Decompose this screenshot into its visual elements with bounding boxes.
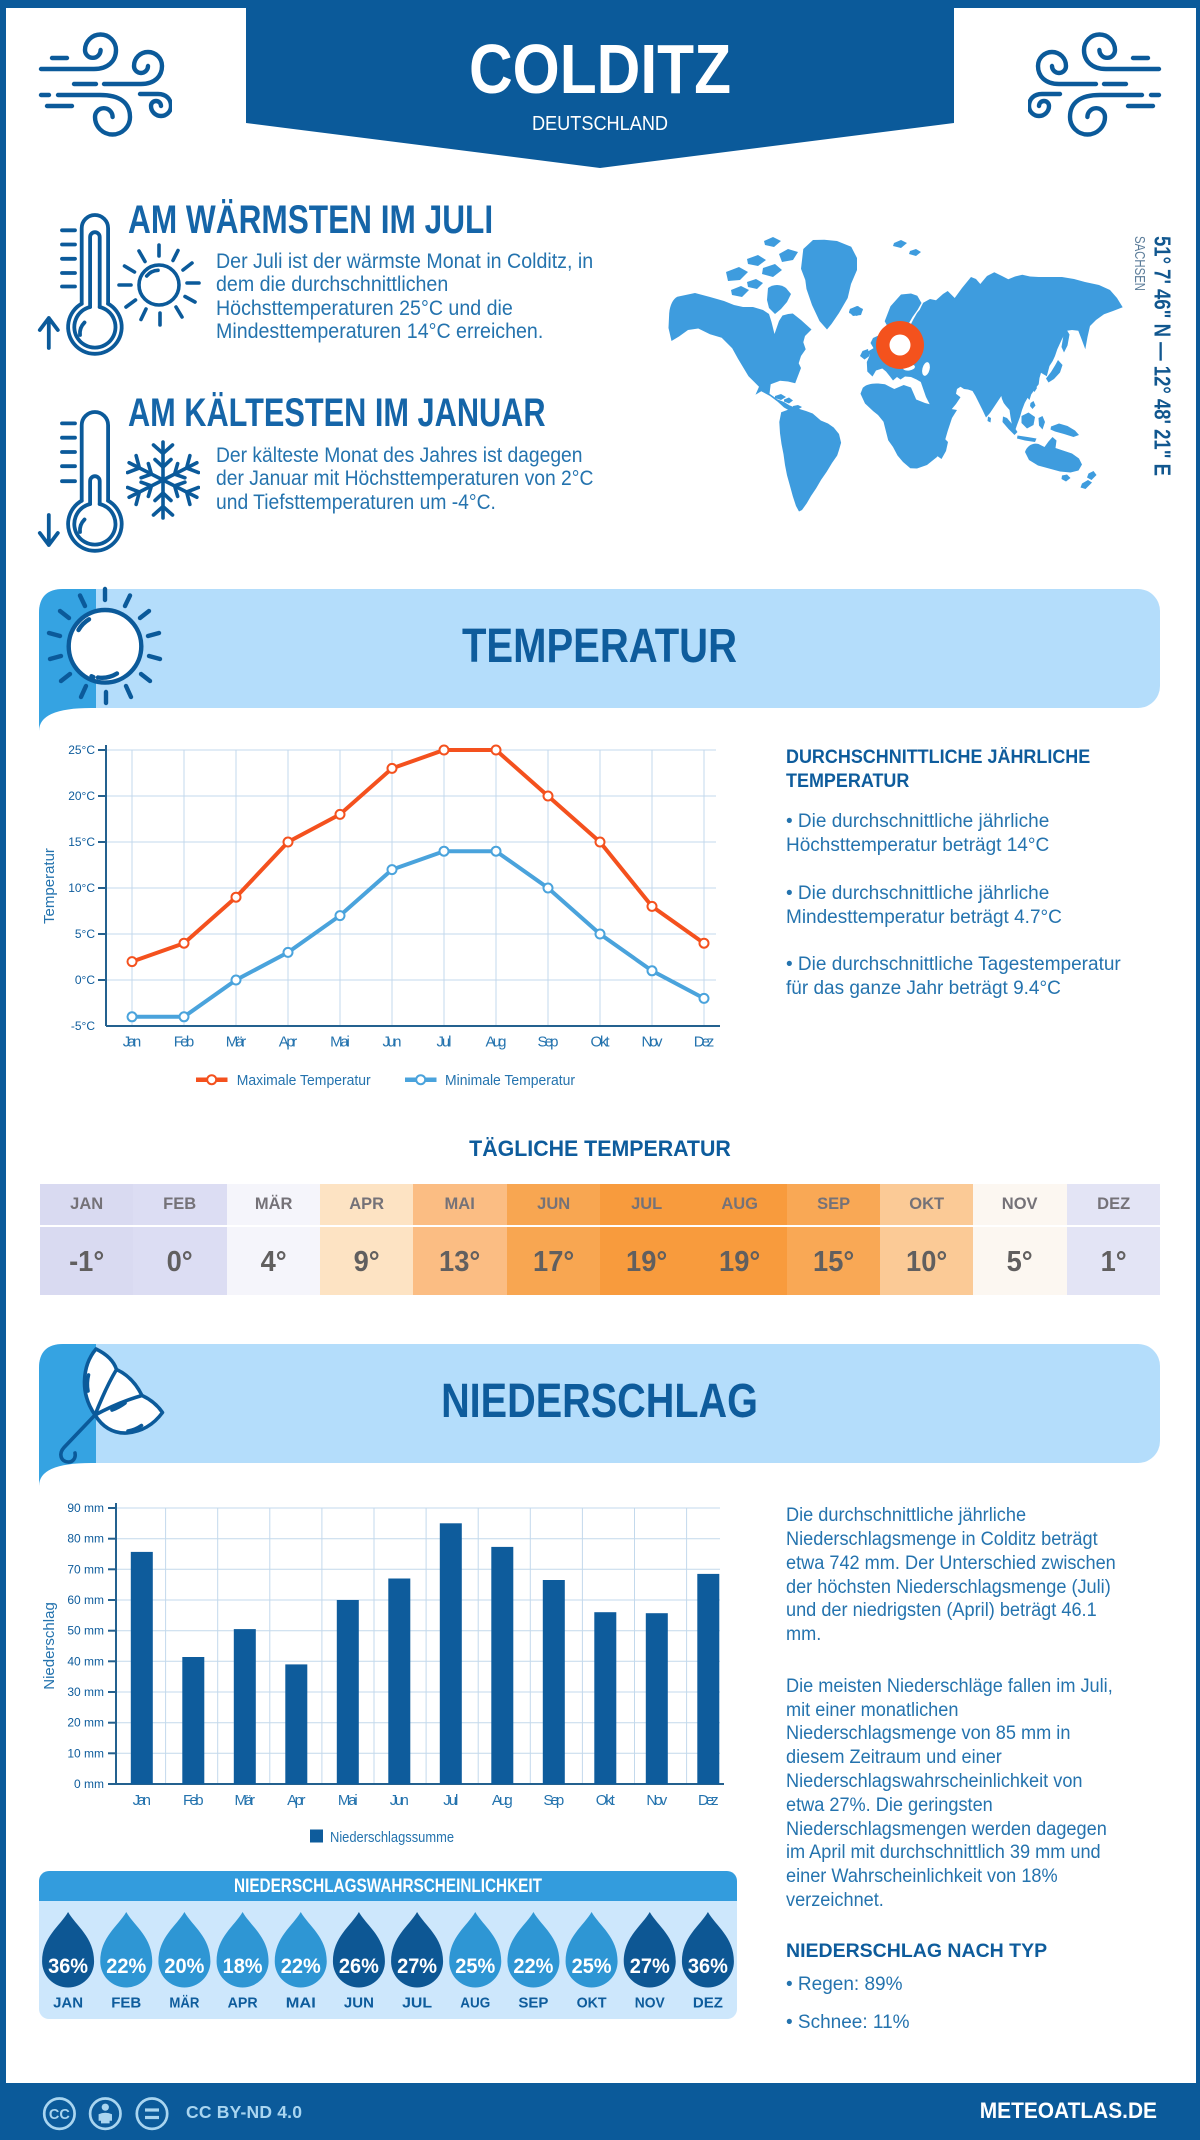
svg-text:Dez: Dez bbox=[698, 1792, 719, 1809]
svg-text:Dez: Dez bbox=[694, 1034, 715, 1051]
svg-text:Nov: Nov bbox=[646, 1792, 667, 1809]
svg-text:Apr: Apr bbox=[279, 1034, 297, 1051]
svg-text:Apr: Apr bbox=[287, 1792, 305, 1809]
svg-text:5°C: 5°C bbox=[75, 927, 95, 941]
svg-text:Nov: Nov bbox=[642, 1034, 663, 1051]
svg-text:Feb: Feb bbox=[183, 1792, 204, 1809]
svg-text:Mai: Mai bbox=[338, 1792, 358, 1809]
svg-text:JUL: JUL bbox=[402, 1995, 432, 2012]
svg-text:Temperatur: Temperatur bbox=[41, 848, 58, 924]
svg-text:70 mm: 70 mm bbox=[67, 1562, 104, 1576]
svg-text:DEZ: DEZ bbox=[693, 1995, 723, 2012]
svg-text:Mär: Mär bbox=[235, 1792, 256, 1809]
svg-text:Jan: Jan bbox=[123, 1034, 141, 1051]
svg-text:Aug: Aug bbox=[486, 1034, 507, 1051]
svg-text:OKT: OKT bbox=[577, 1995, 607, 2012]
svg-text:Sep: Sep bbox=[538, 1034, 559, 1051]
svg-text:25°C: 25°C bbox=[68, 743, 95, 757]
svg-text:Jun: Jun bbox=[390, 1792, 409, 1809]
svg-text:0°C: 0°C bbox=[75, 973, 95, 987]
svg-text:0 mm: 0 mm bbox=[74, 1777, 104, 1791]
svg-text:15°C: 15°C bbox=[68, 835, 95, 849]
svg-text:Niederschlagssumme: Niederschlagssumme bbox=[330, 1829, 454, 1846]
svg-text:FEB: FEB bbox=[111, 1995, 141, 2012]
svg-text:25%: 25% bbox=[572, 1955, 612, 1978]
svg-text:-5°C: -5°C bbox=[71, 1019, 95, 1033]
svg-text:JAN: JAN bbox=[53, 1995, 83, 2012]
svg-text:SACHSEN: SACHSEN bbox=[1131, 236, 1148, 291]
svg-text:18%: 18% bbox=[223, 1955, 263, 1978]
svg-text:APR: APR bbox=[228, 1995, 258, 2012]
svg-text:Sep: Sep bbox=[543, 1792, 564, 1809]
svg-text:25%: 25% bbox=[455, 1955, 495, 1978]
svg-text:20%: 20% bbox=[164, 1955, 204, 1978]
svg-text:60 mm: 60 mm bbox=[67, 1593, 104, 1607]
svg-text:JUN: JUN bbox=[344, 1995, 374, 2012]
svg-text:Jul: Jul bbox=[443, 1792, 458, 1809]
svg-text:Minimale Temperatur: Minimale Temperatur bbox=[445, 1072, 575, 1089]
svg-text:27%: 27% bbox=[397, 1955, 437, 1978]
svg-text:NOV: NOV bbox=[635, 1995, 665, 2012]
svg-text:40 mm: 40 mm bbox=[67, 1654, 104, 1668]
svg-text:Okt: Okt bbox=[596, 1792, 616, 1809]
svg-text:Jun: Jun bbox=[383, 1034, 402, 1051]
svg-text:Maximale Temperatur: Maximale Temperatur bbox=[237, 1072, 371, 1089]
svg-text:36%: 36% bbox=[48, 1955, 88, 1978]
svg-text:MÄR: MÄR bbox=[169, 1995, 199, 2012]
svg-text:Mär: Mär bbox=[226, 1034, 247, 1051]
svg-text:50 mm: 50 mm bbox=[67, 1624, 104, 1638]
svg-text:Aug: Aug bbox=[492, 1792, 513, 1809]
svg-text:10 mm: 10 mm bbox=[67, 1746, 104, 1760]
svg-text:Jan: Jan bbox=[133, 1792, 151, 1809]
svg-text:Niederschlag: Niederschlag bbox=[41, 1602, 58, 1690]
svg-text:20 mm: 20 mm bbox=[67, 1716, 104, 1730]
svg-text:Feb: Feb bbox=[174, 1034, 195, 1051]
svg-text:20°C: 20°C bbox=[68, 789, 95, 803]
svg-text:90 mm: 90 mm bbox=[67, 1501, 104, 1515]
svg-text:22%: 22% bbox=[106, 1955, 146, 1978]
svg-text:SEP: SEP bbox=[518, 1995, 548, 2012]
svg-text:27%: 27% bbox=[630, 1955, 670, 1978]
svg-text:22%: 22% bbox=[281, 1955, 321, 1978]
svg-text:36%: 36% bbox=[688, 1955, 728, 1978]
svg-text:CC: CC bbox=[49, 2107, 70, 2123]
svg-text:26%: 26% bbox=[339, 1955, 379, 1978]
svg-text:80 mm: 80 mm bbox=[67, 1532, 104, 1546]
svg-text:51° 7' 46" N — 12° 48' 21" E: 51° 7' 46" N — 12° 48' 21" E bbox=[1150, 236, 1176, 476]
svg-text:10°C: 10°C bbox=[68, 881, 95, 895]
svg-text:Jul: Jul bbox=[437, 1034, 452, 1051]
svg-text:Okt: Okt bbox=[591, 1034, 611, 1051]
svg-text:AUG: AUG bbox=[460, 1995, 490, 2012]
svg-text:MAI: MAI bbox=[286, 1995, 316, 2012]
svg-text:Mai: Mai bbox=[330, 1034, 350, 1051]
svg-text:30 mm: 30 mm bbox=[67, 1685, 104, 1699]
svg-text:22%: 22% bbox=[513, 1955, 553, 1978]
